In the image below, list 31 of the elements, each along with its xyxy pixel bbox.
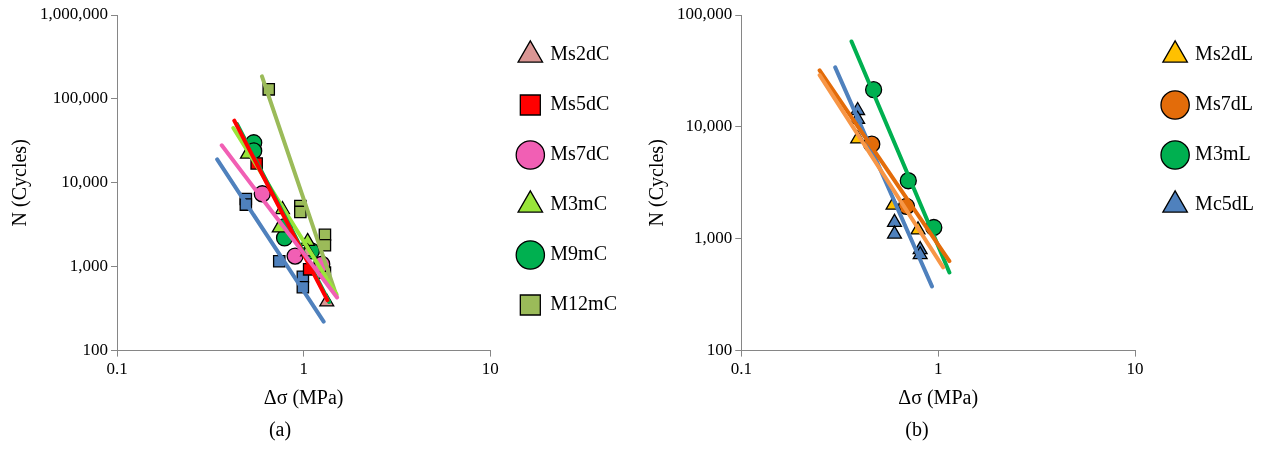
y-tick-label: 1,000,000 [40, 4, 108, 24]
x-tick-label: 0.1 [730, 359, 752, 379]
x-axis-title: Δσ (MPa) [263, 386, 344, 410]
x-tick-label: 1 [933, 359, 943, 379]
legend-label: M3mL [1195, 142, 1251, 165]
text: (a) [267, 418, 293, 441]
x-axis-title: Δσ (MPa) [898, 386, 979, 410]
legend-label: Ms7dL [1195, 92, 1253, 115]
legend-label: M9mC [550, 242, 608, 265]
x-tick-label: 0.1 [106, 359, 128, 379]
legend-label: Ms2dC [550, 42, 610, 65]
x-tick-label: 1 [299, 359, 308, 379]
legend-label: M12mC [550, 292, 618, 315]
y-axis-title: N (Cycles) [8, 139, 32, 227]
y-axis-title: N (Cycles) [645, 139, 669, 227]
text: (b) [904, 418, 930, 441]
x-tick-label: 10 [1126, 359, 1144, 379]
y-tick-label: 1,000 [694, 228, 733, 248]
legend-label: Ms5dC [550, 92, 610, 115]
y-tick-label: 1,000 [69, 256, 108, 276]
legend-label: Mc5dL [1195, 192, 1255, 215]
y-tick-label: 10,000 [685, 116, 733, 136]
y-tick-label: 100 [82, 340, 108, 360]
y-tick-label: 100 [706, 340, 733, 360]
legend-label: Ms7dC [550, 142, 610, 165]
y-tick-label: 10,000 [61, 172, 108, 192]
legend-label: M3mC [550, 192, 608, 215]
y-tick-label: 100,000 [52, 88, 108, 108]
legend-label: Ms2dL [1195, 42, 1253, 65]
x-tick-label: 10 [481, 359, 499, 379]
y-tick-label: 100,000 [677, 4, 733, 24]
